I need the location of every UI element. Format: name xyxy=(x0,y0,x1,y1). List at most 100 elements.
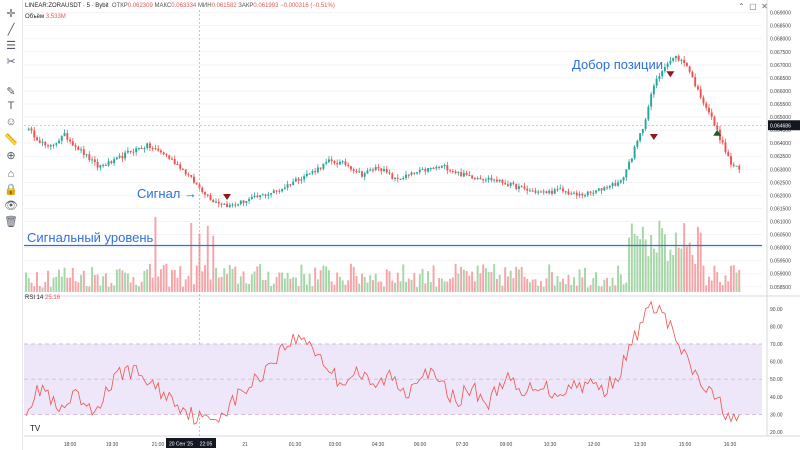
price-axis-label: 0.066500 xyxy=(770,76,791,82)
crosshair-icon[interactable]: ✛ xyxy=(6,8,16,20)
candle-body xyxy=(36,137,38,141)
volume-bar xyxy=(644,239,647,292)
candle-body xyxy=(159,150,162,153)
candle-body xyxy=(289,184,292,186)
volume-bar xyxy=(603,279,606,292)
volume-bar xyxy=(490,272,493,292)
volume-bar xyxy=(349,263,352,292)
volume-bar xyxy=(143,270,146,292)
candle-body xyxy=(515,183,518,189)
volume-bar xyxy=(99,285,102,292)
magnet-icon[interactable]: ⌂ xyxy=(7,168,15,180)
candle-body xyxy=(341,161,344,163)
volume-bar xyxy=(303,273,306,292)
volume-bar xyxy=(289,278,292,292)
volume-bar xyxy=(253,271,256,292)
volume-bar xyxy=(49,286,52,292)
volume-bar xyxy=(658,220,661,292)
volume-bar xyxy=(705,285,708,292)
candle-body xyxy=(237,204,240,206)
candle-body xyxy=(462,172,465,177)
candle-body xyxy=(388,172,391,174)
volume-bar xyxy=(534,279,537,292)
candle-body xyxy=(484,179,487,181)
candle-body xyxy=(710,112,713,117)
candle-body xyxy=(281,189,284,192)
volume-bar xyxy=(176,277,179,292)
volume-bar xyxy=(468,275,471,292)
candle-body xyxy=(597,188,600,191)
volume-bar xyxy=(548,264,551,292)
candle-body xyxy=(41,141,44,143)
volume-bar xyxy=(633,233,636,292)
volume-bar xyxy=(410,279,413,292)
candle-body xyxy=(438,166,441,168)
brush-icon[interactable]: ✎ xyxy=(6,86,16,98)
volume-bar xyxy=(512,278,515,292)
candle-body xyxy=(721,140,724,143)
candle-body xyxy=(135,148,138,152)
volume-bar xyxy=(449,278,452,292)
pattern-icon[interactable]: ✂ xyxy=(6,56,16,68)
volume-bar xyxy=(716,272,719,292)
volume-bar xyxy=(551,272,553,292)
candle-body xyxy=(636,140,639,147)
volume-bar xyxy=(416,287,419,292)
candle-body xyxy=(322,163,325,169)
signal-marker xyxy=(666,71,675,78)
volume-bar xyxy=(619,274,622,292)
candle-body xyxy=(204,192,206,195)
candle-body xyxy=(685,63,688,67)
volume-bar xyxy=(369,275,372,292)
volume-bar xyxy=(727,281,730,292)
candle-body xyxy=(336,163,339,165)
window-controls[interactable]: ⌃ ▢ ✕ xyxy=(738,2,768,11)
candle-body xyxy=(707,107,710,113)
volume-bar xyxy=(597,285,600,292)
volume-bar xyxy=(259,264,262,292)
trendline-icon[interactable]: ╱ xyxy=(7,24,15,36)
candle-body xyxy=(644,119,647,129)
volume-bar xyxy=(283,278,286,292)
candle-body xyxy=(528,190,531,192)
volume-bar xyxy=(407,278,410,292)
current-price-label: 0.064686 xyxy=(770,123,791,129)
price-axis-label: 0.060500 xyxy=(770,233,791,239)
volume-bar xyxy=(677,247,680,292)
lock-icon[interactable]: 🔒 xyxy=(4,184,18,196)
candle-body xyxy=(173,159,176,165)
volume-bar xyxy=(25,272,27,292)
candle-body xyxy=(338,161,341,165)
fib-icon[interactable]: ☰ xyxy=(6,40,16,52)
candle-body xyxy=(264,194,267,196)
candle-body xyxy=(85,154,88,156)
volume-bar xyxy=(435,286,438,292)
volume-bar xyxy=(520,266,523,292)
text-icon[interactable]: T xyxy=(7,100,15,112)
candle-body xyxy=(190,175,193,177)
candle-body xyxy=(27,128,30,130)
trash-icon[interactable]: 🗑 xyxy=(4,216,18,228)
zoom-icon[interactable]: ⊕ xyxy=(6,150,16,162)
volume-bar xyxy=(374,273,377,292)
volume-bar xyxy=(495,278,498,292)
volume-bar xyxy=(600,286,603,292)
volume-bar xyxy=(380,281,383,292)
volume-bar xyxy=(528,282,531,292)
price-axis-label: 0.067000 xyxy=(770,63,791,69)
emoji-icon[interactable]: ☺ xyxy=(5,116,17,128)
eye-icon[interactable]: 👁 xyxy=(4,200,18,212)
annotation-add-position: Добор позиции xyxy=(572,57,664,72)
price-axis-label: 0.064000 xyxy=(770,141,791,147)
candle-body xyxy=(394,177,396,179)
ruler-icon[interactable]: 📏 xyxy=(4,134,18,146)
volume-bar xyxy=(248,284,251,292)
volume-bar xyxy=(553,285,556,292)
volume-bar xyxy=(305,284,308,292)
volume-bar xyxy=(595,272,598,292)
candle-body xyxy=(440,166,443,168)
volume-bar xyxy=(738,269,741,292)
change-value: −0.000316 (−0.51%) xyxy=(280,3,335,9)
volume-bar xyxy=(446,281,449,292)
